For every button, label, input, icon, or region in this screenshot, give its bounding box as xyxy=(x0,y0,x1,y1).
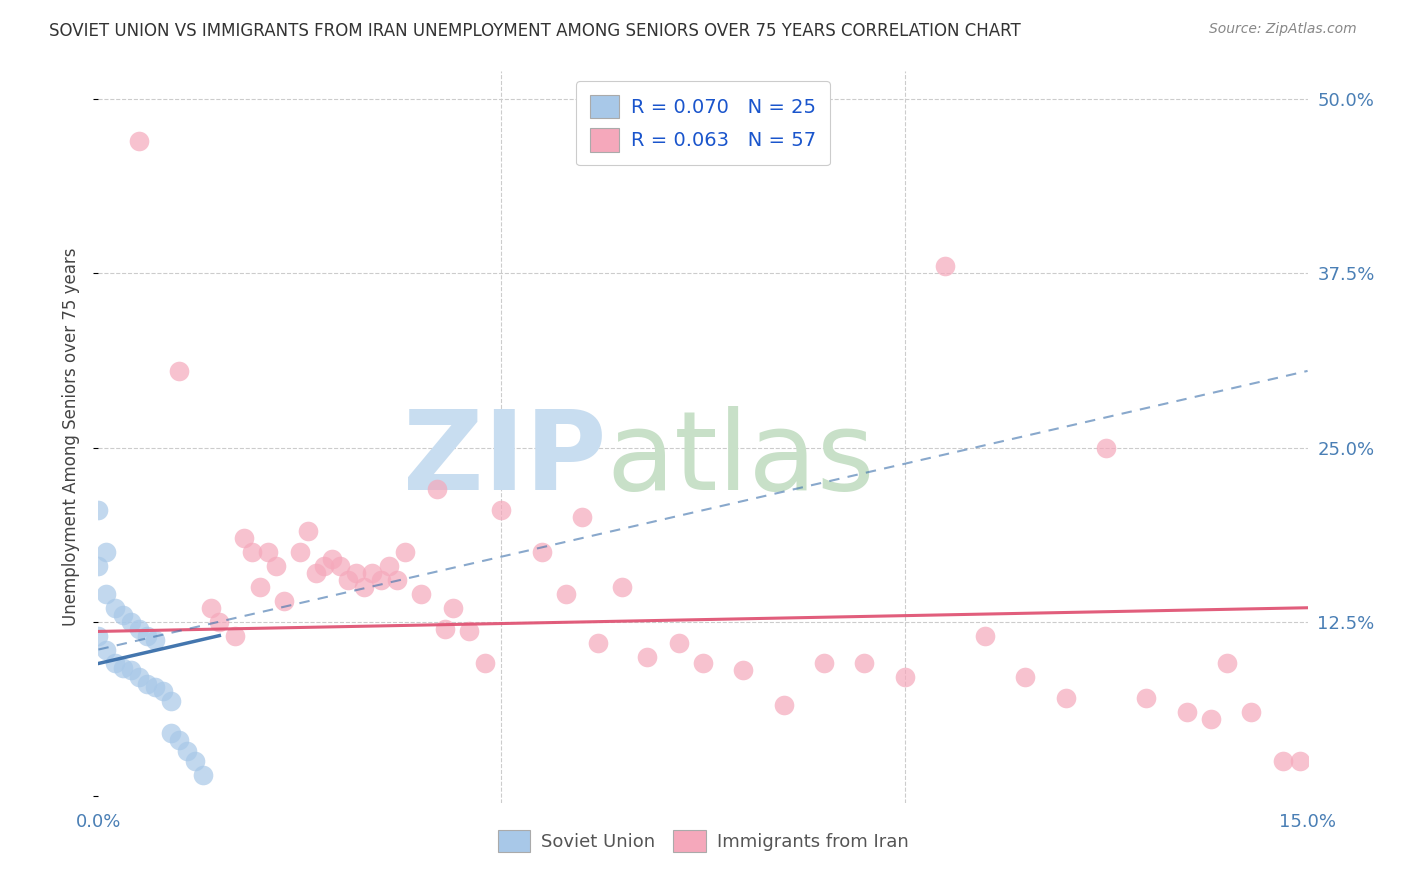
Point xyxy=(491,503,513,517)
Point xyxy=(893,670,915,684)
Point xyxy=(208,615,231,629)
Point xyxy=(1199,712,1222,726)
Text: Source: ZipAtlas.com: Source: ZipAtlas.com xyxy=(1209,22,1357,37)
Point xyxy=(1272,754,1295,768)
Point xyxy=(128,134,150,148)
Point xyxy=(143,632,166,647)
Point xyxy=(160,726,183,740)
Point xyxy=(1288,754,1310,768)
Point xyxy=(249,580,271,594)
Point xyxy=(1240,705,1263,719)
Point xyxy=(288,545,311,559)
Point xyxy=(240,545,263,559)
Point xyxy=(143,680,166,694)
Point xyxy=(87,629,110,643)
Point xyxy=(353,580,375,594)
Point xyxy=(167,364,190,378)
Point xyxy=(135,629,157,643)
Point xyxy=(385,573,408,587)
Point xyxy=(458,624,481,639)
Point xyxy=(344,566,367,580)
Point xyxy=(167,733,190,747)
Point xyxy=(135,677,157,691)
Point xyxy=(103,657,125,671)
Legend: Soviet Union, Immigrants from Iran: Soviet Union, Immigrants from Iran xyxy=(491,823,915,860)
Point xyxy=(200,600,222,615)
Point xyxy=(555,587,578,601)
Point xyxy=(426,483,449,497)
Point xyxy=(321,552,343,566)
Point xyxy=(224,629,246,643)
Point xyxy=(184,754,207,768)
Point xyxy=(441,600,464,615)
Point xyxy=(612,580,634,594)
Point xyxy=(232,531,254,545)
Point xyxy=(370,573,392,587)
Point xyxy=(1095,441,1118,455)
Point xyxy=(1175,705,1198,719)
Point xyxy=(329,558,352,573)
Point xyxy=(571,510,593,524)
Point xyxy=(394,545,416,559)
Point xyxy=(974,629,997,643)
Point xyxy=(692,657,714,671)
Point xyxy=(193,768,215,782)
Point xyxy=(361,566,384,580)
Point xyxy=(474,657,496,671)
Point xyxy=(87,558,110,573)
Point xyxy=(160,694,183,708)
Point xyxy=(128,622,150,636)
Point xyxy=(813,657,835,671)
Point xyxy=(297,524,319,538)
Point xyxy=(103,600,125,615)
Point xyxy=(586,635,609,649)
Point xyxy=(96,545,118,559)
Point xyxy=(176,744,198,758)
Point xyxy=(111,607,134,622)
Point xyxy=(434,622,457,636)
Point xyxy=(636,649,658,664)
Point xyxy=(96,642,118,657)
Point xyxy=(314,558,336,573)
Point xyxy=(128,670,150,684)
Point xyxy=(273,594,295,608)
Point xyxy=(733,664,755,678)
Point xyxy=(1135,691,1157,706)
Point xyxy=(120,664,142,678)
Point xyxy=(409,587,432,601)
Point xyxy=(264,558,287,573)
Point xyxy=(152,684,174,698)
Point xyxy=(111,660,134,674)
Point xyxy=(1216,657,1239,671)
Text: SOVIET UNION VS IMMIGRANTS FROM IRAN UNEMPLOYMENT AMONG SENIORS OVER 75 YEARS CO: SOVIET UNION VS IMMIGRANTS FROM IRAN UNE… xyxy=(49,22,1021,40)
Point xyxy=(530,545,553,559)
Text: ZIP: ZIP xyxy=(404,406,606,513)
Point xyxy=(1014,670,1036,684)
Point xyxy=(377,558,399,573)
Text: atlas: atlas xyxy=(606,406,875,513)
Point xyxy=(668,635,690,649)
Point xyxy=(256,545,278,559)
Point xyxy=(87,503,110,517)
Point xyxy=(305,566,328,580)
Y-axis label: Unemployment Among Seniors over 75 years: Unemployment Among Seniors over 75 years xyxy=(62,248,80,626)
Point xyxy=(853,657,876,671)
Point xyxy=(337,573,360,587)
Point xyxy=(1054,691,1077,706)
Point xyxy=(120,615,142,629)
Point xyxy=(772,698,794,713)
Point xyxy=(96,587,118,601)
Point xyxy=(934,260,956,274)
